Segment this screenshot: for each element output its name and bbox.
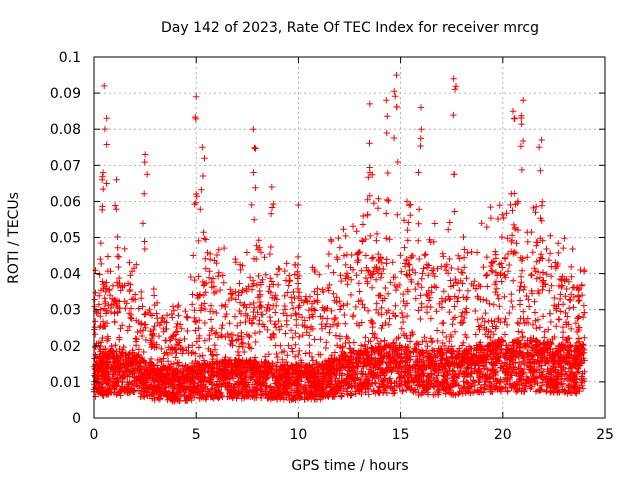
y-tick-label: 0.02 <box>50 339 81 355</box>
y-tick-label: 0.03 <box>50 303 81 319</box>
y-tick-label: 0 <box>72 411 81 427</box>
x-tick-label: 20 <box>494 427 512 443</box>
chart-title: Day 142 of 2023, Rate Of TEC Index for r… <box>161 20 539 36</box>
y-tick-label: 0.1 <box>59 50 81 66</box>
y-tick-labels: 0 0.01 0.02 0.03 0.04 0.05 0.06 0.07 0.08 0.09 0.1 <box>50 50 81 427</box>
y-axis-label: ROTI / TECUs <box>6 192 22 284</box>
x-tick-labels: 0 5 10 15 20 25 <box>90 427 614 443</box>
y-tick-label: 0.04 <box>50 267 81 283</box>
y-tick-label: 0.08 <box>50 122 81 138</box>
x-axis-label: GPS time / hours <box>291 458 408 474</box>
x-tick-label: 0 <box>90 427 99 443</box>
tick-marks <box>93 56 606 419</box>
x-tick-label: 15 <box>392 427 410 443</box>
x-tick-label: 25 <box>596 427 614 443</box>
y-tick-label: 0.07 <box>50 158 81 174</box>
y-tick-label: 0.09 <box>50 86 81 102</box>
data-points <box>90 71 588 405</box>
y-tick-label: 0.06 <box>50 194 81 210</box>
roti-scatter-markers <box>90 71 588 405</box>
y-tick-label: 0.01 <box>50 375 81 391</box>
y-tick-label: 0.05 <box>50 231 81 247</box>
x-tick-label: 5 <box>192 427 201 443</box>
x-tick-label: 10 <box>289 427 307 443</box>
